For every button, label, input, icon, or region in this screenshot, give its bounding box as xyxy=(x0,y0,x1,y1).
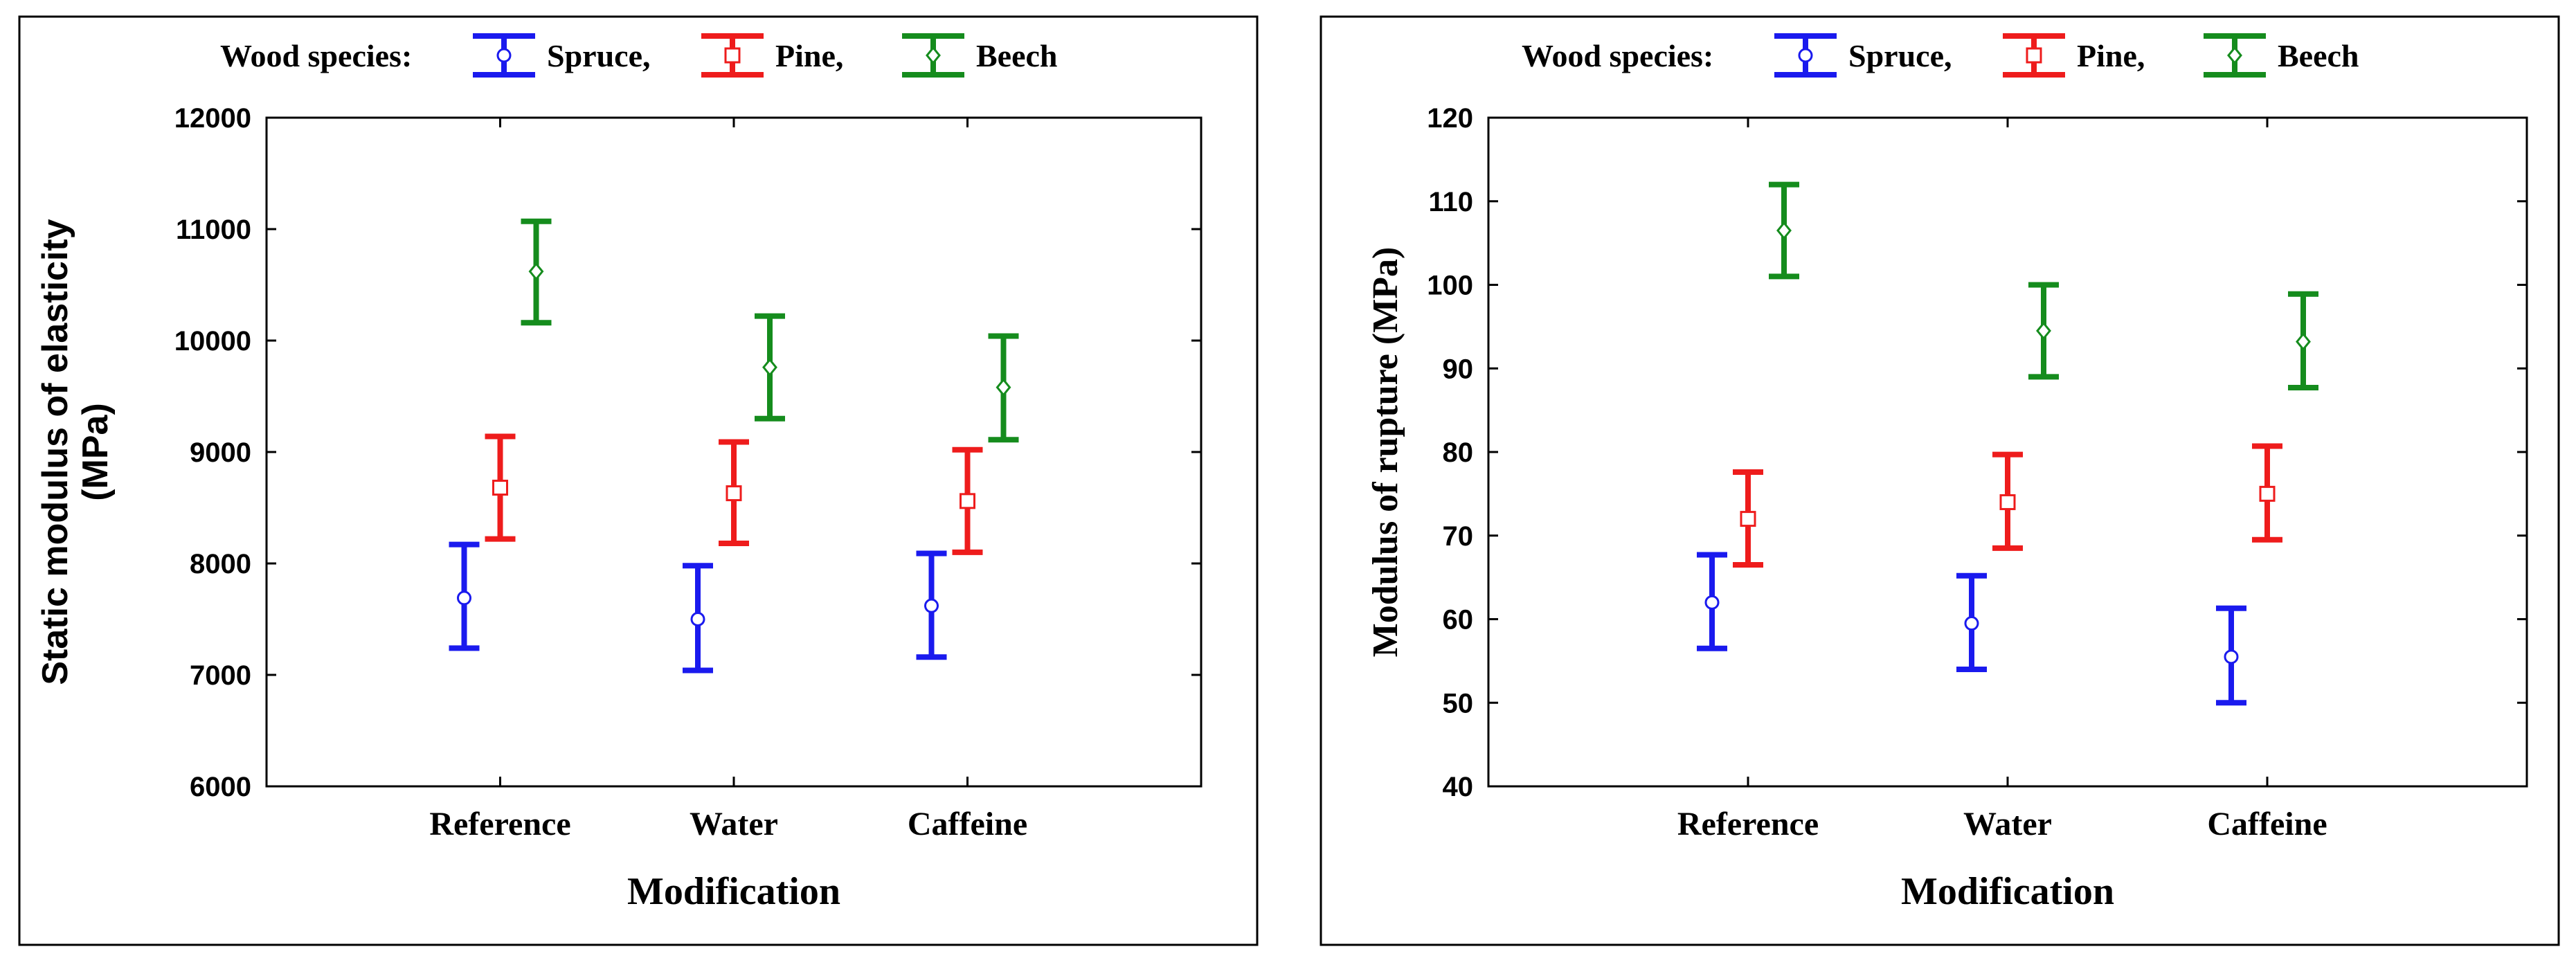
legend-label-beech: Beech xyxy=(976,38,1058,73)
legend-title: Wood species: xyxy=(220,38,412,73)
x-tick-label-reference: Reference xyxy=(1677,806,1819,842)
y-tick-label: 110 xyxy=(1428,187,1473,217)
y-axis-title: Modulus of rupture (MPa) xyxy=(1366,247,1405,658)
y-axis: 40 50 60 70 80 90 100 110 120 xyxy=(1427,103,2527,802)
panel-border xyxy=(1319,15,2560,946)
series-beech xyxy=(521,218,1019,443)
series-beech xyxy=(1769,181,2318,391)
legend: Wood species: Spruce, Pine, Beech xyxy=(1522,33,2359,78)
y-tick-label: 10000 xyxy=(174,326,251,356)
mean-point-spruce-water xyxy=(1964,616,1979,631)
y-axis-title: Static modulus of elasticity (MPa) xyxy=(35,219,116,685)
x-tick-label-caffeine: Caffeine xyxy=(2207,806,2327,842)
series-spruce xyxy=(449,541,947,674)
mean-point-pine-caffeine xyxy=(960,493,975,509)
y-tick-label: 50 xyxy=(1443,688,1474,719)
legend-entry-spruce: Spruce, xyxy=(1774,33,1952,78)
y-tick-label: 7000 xyxy=(190,660,251,691)
mean-point-pine-caffeine xyxy=(2259,485,2276,502)
mean-point-beech-reference xyxy=(1776,221,1792,240)
square-icon xyxy=(2026,47,2042,64)
x-tick-label-reference: Reference xyxy=(429,806,570,842)
legend-entry-pine: Pine, xyxy=(701,33,843,78)
mean-point-pine-water xyxy=(726,485,742,502)
mean-point-beech-reference xyxy=(528,262,544,281)
mean-point-pine-water xyxy=(1999,494,2016,510)
x-axis-title: Modification xyxy=(627,870,840,913)
legend-label-spruce: Spruce, xyxy=(547,38,651,73)
y-tick-label: 6000 xyxy=(190,772,251,802)
legend: Wood species: Spruce, Pine, Beech xyxy=(220,33,1058,78)
y-axis-title-line: (MPa) xyxy=(75,403,116,501)
diamond-icon xyxy=(2227,46,2242,65)
panel-border xyxy=(18,15,1259,946)
y-axis-title-line: Modulus of rupture (MPa) xyxy=(1366,247,1405,658)
x-tick-label-caffeine: Caffeine xyxy=(908,806,1027,842)
y-tick-label: 120 xyxy=(1427,103,1473,134)
legend-label-beech: Beech xyxy=(2278,38,2359,73)
x-tick-label-water: Water xyxy=(690,806,778,842)
legend-title: Wood species: xyxy=(1522,38,1713,73)
legend-entry-beech: Beech xyxy=(902,33,1058,78)
y-tick-label: 100 xyxy=(1427,271,1473,301)
legend-entry-spruce: Spruce, xyxy=(473,33,651,78)
mean-point-beech-caffeine xyxy=(996,378,1011,397)
mean-point-spruce-caffeine xyxy=(924,598,939,613)
mean-point-pine-reference xyxy=(492,480,508,496)
mean-point-spruce-reference xyxy=(457,590,471,606)
legend-label-pine: Pine, xyxy=(775,38,843,73)
y-tick-label: 8000 xyxy=(190,549,251,579)
series-pine xyxy=(485,433,983,555)
y-axis-title-line: Static modulus of elasticity xyxy=(35,219,75,685)
diamond-icon xyxy=(926,46,941,65)
series-pine xyxy=(1733,443,2282,568)
y-axis: 6000 7000 8000 9000 10000 11000 12000 xyxy=(174,103,1201,802)
y-tick-label: 40 xyxy=(1443,772,1474,802)
mean-point-beech-water xyxy=(2036,321,2051,341)
y-tick-label: 12000 xyxy=(174,103,251,134)
y-tick-label: 11000 xyxy=(176,215,251,245)
x-tick-label-water: Water xyxy=(1963,806,2052,842)
series-spruce xyxy=(1697,552,2246,706)
y-tick-label: 70 xyxy=(1443,521,1474,552)
legend-entry-beech: Beech xyxy=(2204,33,2359,78)
mean-point-beech-water xyxy=(762,358,777,377)
square-icon xyxy=(724,47,741,64)
legend-entry-pine: Pine, xyxy=(2003,33,2145,78)
mean-point-spruce-caffeine xyxy=(2224,649,2239,665)
x-axis: Reference Water Caffeine xyxy=(1677,118,2327,842)
x-axis-title: Modification xyxy=(1901,870,2114,913)
mean-point-spruce-reference xyxy=(1704,595,1720,610)
mean-point-beech-caffeine xyxy=(2296,332,2311,351)
circle-icon xyxy=(496,48,512,63)
y-tick-label: 80 xyxy=(1443,437,1474,468)
mean-point-spruce-water xyxy=(690,612,705,626)
chart-panel-1: Wood species: Spruce, Pine, Beech 6000 7000 80… xyxy=(18,15,1259,946)
mean-point-pine-reference xyxy=(1740,511,1756,527)
y-tick-label: 60 xyxy=(1443,605,1474,635)
circle-icon xyxy=(1798,48,1813,63)
y-tick-label: 9000 xyxy=(190,437,251,468)
chart-panel-2: Wood species: Spruce, Pine, Beech 40 50 60 70 80… xyxy=(1319,15,2560,946)
legend-label-pine: Pine, xyxy=(2077,38,2145,73)
x-axis: Reference Water Caffeine xyxy=(429,118,1027,842)
y-tick-label: 90 xyxy=(1443,354,1474,384)
legend-label-spruce: Spruce, xyxy=(1848,38,1952,73)
